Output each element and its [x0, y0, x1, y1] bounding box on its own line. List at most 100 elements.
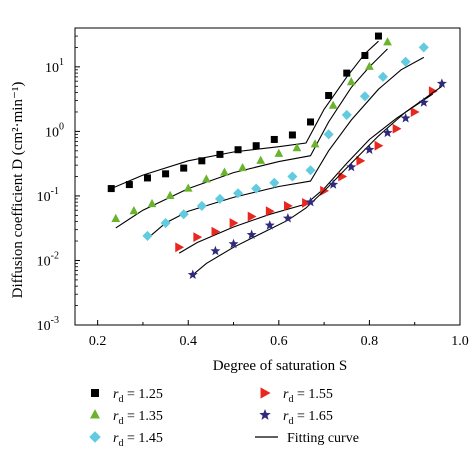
- fit-curve: [147, 56, 425, 239]
- legend-label: rd = 1.55: [283, 387, 333, 405]
- square-marker: [125, 181, 133, 189]
- triangle-marker: [383, 37, 392, 46]
- triangle-marker: [90, 409, 100, 419]
- series-layer: [107, 32, 447, 280]
- square-marker: [361, 51, 369, 59]
- x-axis-label: Degree of saturation S: [213, 358, 348, 374]
- star-marker: [436, 78, 447, 88]
- legend-label: rd = 1.35: [113, 409, 163, 427]
- diamond-marker: [160, 218, 171, 229]
- plot-frame: [74, 27, 461, 326]
- star-marker: [382, 127, 393, 138]
- star-marker: [264, 220, 275, 230]
- diamond-marker: [251, 183, 262, 194]
- square-marker: [180, 164, 188, 172]
- star-marker: [228, 238, 239, 249]
- star-marker: [282, 213, 293, 223]
- star-marker: [210, 245, 221, 256]
- square-marker: [374, 32, 382, 40]
- triangle-right-marker: [265, 206, 275, 217]
- triangle-marker: [365, 61, 374, 70]
- x-tick-label: 0.2: [89, 334, 107, 349]
- fit-curve: [110, 40, 379, 190]
- diamond-marker: [142, 230, 153, 241]
- diamond-marker: [341, 109, 352, 120]
- diamond-marker: [323, 129, 334, 140]
- triangle-right-marker: [260, 387, 271, 399]
- triangle-right-marker: [211, 226, 221, 237]
- triangle-marker: [147, 198, 157, 208]
- square-marker: [307, 118, 315, 126]
- triangle-marker: [310, 139, 320, 148]
- square-marker: [325, 91, 333, 99]
- fit-curve: [178, 93, 434, 254]
- triangle-marker: [111, 213, 121, 223]
- square-marker: [252, 142, 260, 150]
- x-tick-label: 0.8: [361, 334, 379, 349]
- triangle-marker: [292, 143, 302, 152]
- star-marker: [187, 269, 198, 280]
- diamond-marker: [377, 71, 389, 82]
- fit-curve: [192, 85, 443, 276]
- y-tick-label: 101: [45, 57, 64, 76]
- diamond-marker: [89, 431, 101, 443]
- y-tick-label: 100: [45, 121, 64, 140]
- legend-label: rd = 1.25: [113, 387, 163, 405]
- square-marker: [143, 174, 151, 182]
- diamond-marker: [233, 188, 244, 199]
- triangle-marker: [238, 162, 247, 172]
- triangle-marker: [220, 167, 229, 176]
- legend: rd = 1.25 rd = 1.35 rd = 1.45 rd = 1.55 rd =…: [89, 387, 359, 449]
- triangle-right-marker: [229, 218, 239, 228]
- series-4: [187, 78, 447, 280]
- diamond-marker: [214, 193, 225, 204]
- diamond-marker: [418, 42, 429, 53]
- diamond-marker: [269, 177, 280, 188]
- star-marker: [364, 144, 375, 154]
- diamond-marker: [400, 56, 411, 67]
- x-tick-label: 1.0: [451, 334, 469, 349]
- triangle-right-marker: [175, 242, 185, 253]
- diamond-marker: [196, 200, 207, 211]
- star-marker: [418, 97, 429, 107]
- legend-label: rd = 1.45: [113, 431, 163, 449]
- triangle-marker: [183, 183, 193, 192]
- series-2: [142, 42, 429, 241]
- diamond-marker: [287, 171, 298, 182]
- triangle-right-marker: [247, 211, 257, 222]
- triangle-right-marker: [356, 155, 366, 166]
- square-marker: [162, 170, 170, 178]
- star-marker: [259, 409, 271, 420]
- triangle-right-marker: [338, 171, 348, 182]
- x-tick-label: 0.6: [270, 334, 288, 349]
- fit-curve: [115, 48, 388, 229]
- diamond-marker: [359, 91, 370, 102]
- x-tick-label: 0.4: [179, 334, 197, 349]
- square-marker: [216, 150, 224, 158]
- series-0: [107, 32, 382, 193]
- triangle-right-marker: [193, 232, 203, 243]
- triangle-marker: [346, 76, 356, 86]
- series-1: [111, 37, 392, 229]
- square-marker: [198, 157, 206, 165]
- square-marker: [107, 185, 115, 193]
- triangle-right-marker: [283, 201, 293, 211]
- diamond-marker: [178, 209, 189, 220]
- star-marker: [246, 229, 257, 240]
- triangle-right-marker: [374, 140, 384, 151]
- fit-curve-legend-label: Fitting curve: [287, 431, 359, 446]
- triangle-marker: [201, 174, 211, 183]
- star-marker: [305, 196, 316, 207]
- triangle-marker: [328, 100, 338, 109]
- y-tick-label: 10-2: [37, 250, 59, 269]
- square-marker: [91, 389, 99, 397]
- triangle-marker: [165, 190, 175, 200]
- square-marker: [288, 131, 296, 139]
- star-marker: [328, 179, 339, 189]
- triangle-right-marker: [302, 197, 311, 208]
- diamond-marker: [305, 165, 316, 176]
- triangle-marker: [256, 155, 266, 164]
- star-marker: [400, 112, 411, 123]
- y-tick-label: 10-3: [37, 315, 59, 334]
